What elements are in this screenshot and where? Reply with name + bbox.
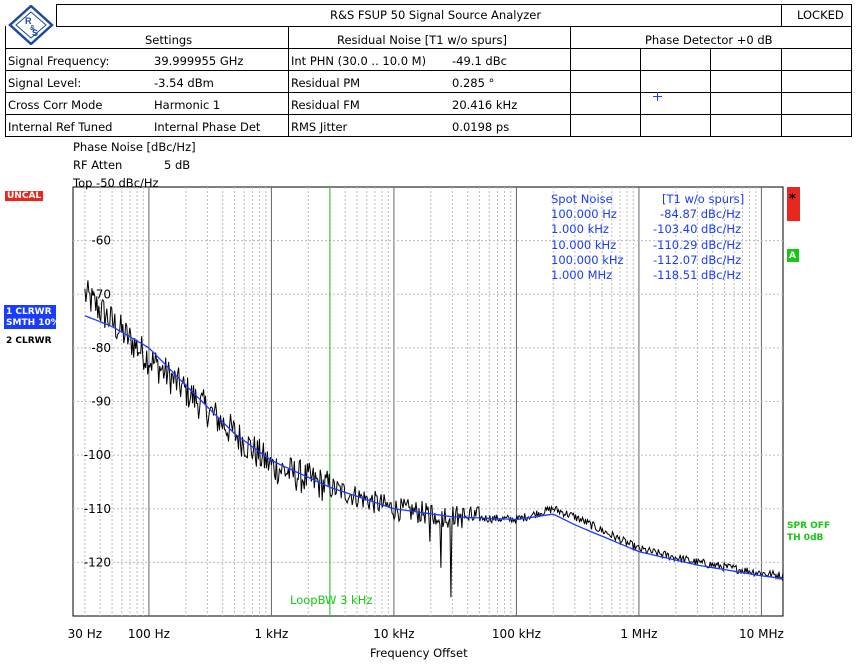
loop-bw-label: LoopBW 3 kHz <box>290 593 373 607</box>
residual-value: 0.0198 ps <box>452 120 510 134</box>
svg-text:S: S <box>32 28 38 38</box>
residual-heading: Residual Noise [T1 w/o spurs] <box>337 33 508 47</box>
trace1-smoothing: SMTH 10% <box>6 318 60 328</box>
spot-freq: 1.000 kHz <box>551 222 609 236</box>
spot-freq: 1.000 MHz <box>551 268 613 282</box>
settings-value: -3.54 dBm <box>154 76 214 90</box>
rf-atten-label: RF Atten <box>73 158 123 172</box>
spot-freq: 100.000 kHz <box>551 253 624 267</box>
y-tick-label: -120 <box>84 555 111 569</box>
rs-logo-icon: R & S <box>8 4 54 46</box>
spot-noise-heading-2: [T1 w/o spurs] <box>662 192 745 206</box>
x-tick-label: 10 MHz <box>739 627 784 641</box>
trace1-badge[interactable]: 1 CLRWR SMTH 10% <box>4 305 60 329</box>
lock-status: LOCKED <box>797 8 844 22</box>
spot-freq: 100.000 Hz <box>551 207 617 221</box>
spot-value: -112.07 dBc/Hz <box>653 253 742 267</box>
spot-value: -103.40 dBc/Hz <box>653 222 742 236</box>
residual-value: 20.416 kHz <box>452 98 518 112</box>
trace1-mode: 1 CLRWR <box>6 307 52 317</box>
rf-atten-value: 5 dB <box>164 158 191 172</box>
residual-value: -49.1 dBc <box>452 54 507 68</box>
residual-label: Int PHN (30.0 .. 10.0 M) <box>291 54 427 68</box>
x-tick-label: 30 Hz <box>68 627 102 641</box>
residual-label: RMS Jitter <box>291 120 348 134</box>
spr-off-label: SPR OFF <box>787 521 831 531</box>
x-tick-label: 1 MHz <box>620 627 657 641</box>
uncal-badge: UNCAL <box>5 191 44 201</box>
trace-raw-line <box>84 280 784 598</box>
trace-smooth-line <box>84 315 784 580</box>
x-tick-label: 1 kHz <box>255 627 289 641</box>
x-tick-label: 100 Hz <box>128 627 170 641</box>
spot-value: -110.29 dBc/Hz <box>653 238 742 252</box>
settings-label: Signal Frequency: <box>8 54 110 68</box>
x-axis-label: Frequency Offset <box>370 646 468 660</box>
settings-value: 39.999955 GHz <box>154 54 244 68</box>
spot-value: -118.51 dBc/Hz <box>653 268 742 282</box>
phase-noise-label: Phase Noise [dBc/Hz] <box>73 140 196 154</box>
settings-value: Harmonic 1 <box>154 98 221 112</box>
svg-text:&: & <box>30 25 35 32</box>
spot-freq: 10.000 kHz <box>551 238 617 252</box>
trace2-badge[interactable]: 2 CLRWR <box>6 336 52 346</box>
svg-text:R: R <box>25 16 32 26</box>
settings-label: Cross Corr Mode <box>8 98 103 112</box>
residual-label: Residual PM <box>291 76 361 90</box>
y-tick-label: -60 <box>91 234 111 248</box>
y-tick-label: -110 <box>84 502 111 516</box>
settings-value: Internal Phase Det <box>154 120 261 134</box>
spot-noise-heading: Spot Noise <box>551 192 613 206</box>
settings-label: Signal Level: <box>8 76 82 90</box>
settings-heading: Settings <box>145 33 193 47</box>
settings-label: Internal Ref Tuned <box>8 120 113 134</box>
y-tick-label: -80 <box>91 341 111 355</box>
residual-label: Residual FM <box>291 98 360 112</box>
a-marker-badge: A <box>787 249 799 262</box>
y-tick-label: -90 <box>91 395 111 409</box>
star-badge: * <box>787 187 800 221</box>
y-tick-label: -100 <box>84 448 111 462</box>
residual-value: 0.285 ° <box>452 76 495 90</box>
x-tick-label: 100 kHz <box>492 627 541 641</box>
x-tick-label: 10 kHz <box>373 627 414 641</box>
spot-value: -84.87 dBc/Hz <box>660 207 741 221</box>
phase-detector-heading: Phase Detector +0 dB <box>645 33 773 47</box>
threshold-label: TH 0dB <box>787 533 824 543</box>
app-title: R&S FSUP 50 Signal Source Analyzer <box>330 8 542 22</box>
